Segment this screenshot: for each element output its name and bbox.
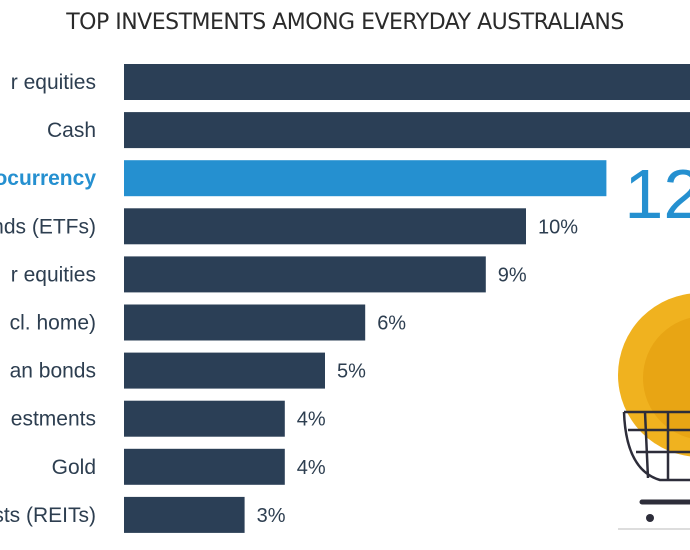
category-label: r equities xyxy=(11,263,96,286)
highlight-value-label: 12 xyxy=(624,155,690,233)
shopping-cart-icon xyxy=(622,410,690,482)
category-label: estments xyxy=(11,408,96,431)
bar-6 xyxy=(124,352,325,389)
value-label: 5% xyxy=(337,361,366,383)
bar-4 xyxy=(124,256,486,293)
value-label: 3% xyxy=(257,505,286,527)
category-label: an bonds xyxy=(10,360,96,383)
value-label: 9% xyxy=(498,264,527,286)
value-label: 10% xyxy=(538,216,578,238)
category-label: sts (REITs) xyxy=(0,504,96,527)
bar-1 xyxy=(124,112,690,149)
bar-3 xyxy=(124,208,526,245)
bar-5 xyxy=(124,304,366,341)
category-label: r equities xyxy=(11,71,96,94)
category-label: nds (ETFs) xyxy=(0,215,96,238)
value-label: 4% xyxy=(297,409,326,431)
crypto-cart-illustration xyxy=(618,293,690,530)
bar-7 xyxy=(124,400,285,437)
bar-8 xyxy=(124,448,285,485)
value-label: 6% xyxy=(377,313,406,335)
category-label: Gold xyxy=(52,456,96,479)
bar-9 xyxy=(124,496,245,533)
category-label: Cash xyxy=(47,119,96,142)
chart-title: TOP INVESTMENTS AMONG EVERYDAY AUSTRALIA… xyxy=(66,10,624,35)
bar-2 xyxy=(124,160,607,197)
bar-0 xyxy=(124,64,690,100)
category-label: cl. home) xyxy=(10,312,96,335)
value-label: 4% xyxy=(297,457,326,479)
category-label: ocurrency xyxy=(0,167,96,190)
